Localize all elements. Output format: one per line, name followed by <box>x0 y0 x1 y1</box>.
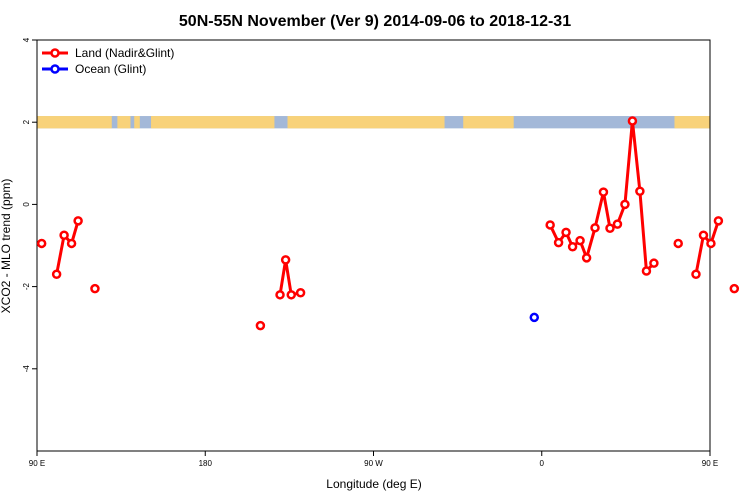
x-tick-label: 90 E <box>29 459 45 468</box>
data-point-1 <box>529 312 540 323</box>
y-tick-label: -4 <box>22 365 31 373</box>
data-point-0 <box>545 220 555 230</box>
data-point-0 <box>295 288 306 298</box>
y-tick-label: 2 <box>22 119 31 124</box>
data-point-0 <box>581 253 592 263</box>
data-point-0 <box>605 223 615 233</box>
y-tick-label: -2 <box>22 282 31 290</box>
series-line-0 <box>694 220 720 275</box>
land-band <box>674 116 710 129</box>
data-point-0 <box>590 223 600 233</box>
data-point-0 <box>635 186 645 196</box>
land-band <box>287 116 445 129</box>
data-point-0 <box>698 230 709 240</box>
data-point-0 <box>691 269 701 280</box>
legend-marker-land <box>50 48 60 58</box>
data-point-0 <box>561 227 571 238</box>
legend-marker-ocean <box>50 64 60 74</box>
series-layer <box>36 116 740 331</box>
data-point-0 <box>275 290 285 300</box>
legend-label-land: Land (Nadir&Glint) <box>75 46 174 60</box>
data-point-0 <box>280 255 291 265</box>
y-tick-label: 4 <box>22 37 31 42</box>
data-point-0 <box>673 238 683 249</box>
data-point-0 <box>59 230 69 240</box>
x-tick-label: 0 <box>540 459 545 468</box>
data-point-0 <box>66 238 77 249</box>
data-point-0 <box>553 237 564 248</box>
chart-title: 50N-55N November (Ver 9) 2014-09-06 to 2… <box>179 13 571 30</box>
data-point-0 <box>73 216 83 226</box>
data-point-0 <box>706 238 716 249</box>
data-point-0 <box>90 283 100 294</box>
legend: Land (Nadir&Glint) Ocean (Glint) <box>42 46 174 76</box>
land-band <box>134 116 140 129</box>
x-axis: 90 E 180 90 W 0 90 E <box>29 451 718 468</box>
data-point-0 <box>612 219 623 229</box>
data-point-0 <box>567 241 578 252</box>
plot-frame <box>36 39 711 452</box>
x-tick-label: 90 W <box>364 459 383 468</box>
x-tick-label: 180 <box>199 459 213 468</box>
data-point-0 <box>620 199 630 210</box>
data-point-0 <box>598 187 609 197</box>
data-point-0 <box>286 290 296 300</box>
data-point-0 <box>641 266 652 276</box>
land-band <box>37 116 112 129</box>
x-tick-label: 90 E <box>702 459 718 468</box>
data-point-0 <box>627 116 638 126</box>
x-axis-title: Longitude (deg E) <box>326 477 421 491</box>
data-point-0 <box>713 216 724 226</box>
y-axis: -4 -2 0 2 4 <box>22 37 37 372</box>
legend-label-ocean: Ocean (Glint) <box>75 62 146 76</box>
data-point-0 <box>649 258 659 268</box>
data-point-0 <box>36 238 47 249</box>
land-band <box>151 116 275 129</box>
data-point-0 <box>255 320 266 331</box>
series-line-0 <box>278 258 301 297</box>
data-point-0 <box>51 269 62 280</box>
land-band <box>117 116 131 129</box>
y-tick-label: 0 <box>22 202 31 207</box>
y-axis-title: XCO2 - MLO trend (ppm) <box>0 179 13 314</box>
data-point-0 <box>575 235 585 246</box>
land-ocean-strip <box>37 116 710 129</box>
data-point-0 <box>729 283 740 294</box>
series-line-0 <box>55 220 80 275</box>
land-band <box>463 116 514 129</box>
